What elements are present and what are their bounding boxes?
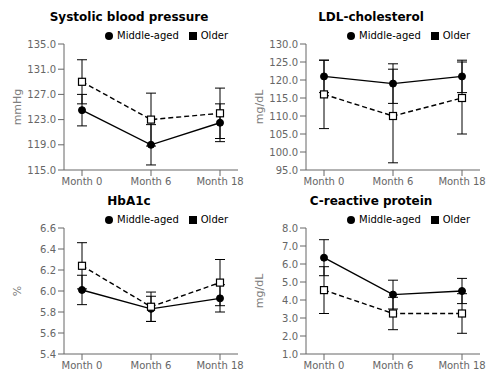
html-text:HbA1c: HbA1c — [107, 194, 151, 208]
html-text:C-reactive protein: C-reactive protein — [309, 194, 433, 208]
html-text:Middle-aged: Middle-aged — [117, 30, 179, 41]
html-text:Systolic blood pressure: Systolic blood pressure — [49, 10, 209, 24]
svg-text:5.6: 5.6 — [40, 328, 56, 339]
svg-text:100.0: 100.0 — [269, 147, 298, 158]
svg-text:5.8: 5.8 — [40, 307, 56, 318]
svg-text:6.0: 6.0 — [40, 286, 56, 297]
svg-text:130.0: 130.0 — [269, 39, 298, 50]
html-text:Older: Older — [200, 214, 228, 225]
svg-text:6.4: 6.4 — [40, 244, 56, 255]
svg-text:6.0: 6.0 — [282, 259, 298, 270]
svg-text:127.0: 127.0 — [27, 89, 56, 100]
svg-text:105.0: 105.0 — [269, 129, 298, 140]
html-text:Middle-aged: Middle-aged — [359, 30, 421, 41]
svg-text:1.0: 1.0 — [282, 349, 298, 360]
svg-text:120.0: 120.0 — [269, 75, 298, 86]
svg-text:Month 6: Month 6 — [373, 360, 414, 371]
svg-text:4.0: 4.0 — [282, 295, 298, 306]
html-text:Older: Older — [442, 30, 470, 41]
svg-text:95.0: 95.0 — [276, 165, 298, 176]
svg-text:115.0: 115.0 — [269, 93, 298, 104]
html-text:Middle-aged: Middle-aged — [117, 214, 179, 225]
svg-text:Month 18: Month 18 — [196, 360, 243, 371]
svg-text:Month 0: Month 0 — [62, 176, 103, 187]
svg-text:7.0: 7.0 — [282, 241, 298, 252]
svg-text:mmHg: mmHg — [11, 89, 24, 126]
svg-text:Month 0: Month 0 — [62, 360, 103, 371]
svg-text:mg/dL: mg/dL — [253, 89, 266, 124]
svg-text:2.0: 2.0 — [282, 331, 298, 342]
svg-text:Month 6: Month 6 — [131, 176, 172, 187]
svg-text:3.0: 3.0 — [282, 313, 298, 324]
svg-text:Month 18: Month 18 — [438, 360, 485, 371]
svg-text:115.0: 115.0 — [27, 165, 56, 176]
svg-text:131.0: 131.0 — [27, 64, 56, 75]
svg-text:Month 0: Month 0 — [304, 176, 345, 187]
svg-text:Month 6: Month 6 — [373, 176, 414, 187]
svg-text:mg/dL: mg/dL — [253, 273, 266, 308]
svg-text:135.0: 135.0 — [27, 39, 56, 50]
html-text:Older: Older — [200, 30, 228, 41]
svg-text:125.0: 125.0 — [269, 57, 298, 68]
svg-text:Month 6: Month 6 — [131, 360, 172, 371]
svg-text:5.4: 5.4 — [40, 349, 56, 360]
html-text:Middle-aged: Middle-aged — [359, 214, 421, 225]
svg-text:5.0: 5.0 — [282, 277, 298, 288]
svg-text:%: % — [11, 286, 24, 296]
svg-text:6.2: 6.2 — [40, 265, 56, 276]
html-text:Older: Older — [442, 214, 470, 225]
svg-text:Month 18: Month 18 — [438, 176, 485, 187]
svg-text:Month 18: Month 18 — [196, 176, 243, 187]
svg-text:8.0: 8.0 — [282, 223, 298, 234]
svg-text:Month 0: Month 0 — [304, 360, 345, 371]
svg-text:6.6: 6.6 — [40, 223, 56, 234]
svg-text:123.0: 123.0 — [27, 114, 56, 125]
svg-text:110.0: 110.0 — [269, 111, 298, 122]
html-text:LDL-cholesterol: LDL-cholesterol — [318, 10, 424, 24]
svg-text:119.0: 119.0 — [27, 139, 56, 150]
